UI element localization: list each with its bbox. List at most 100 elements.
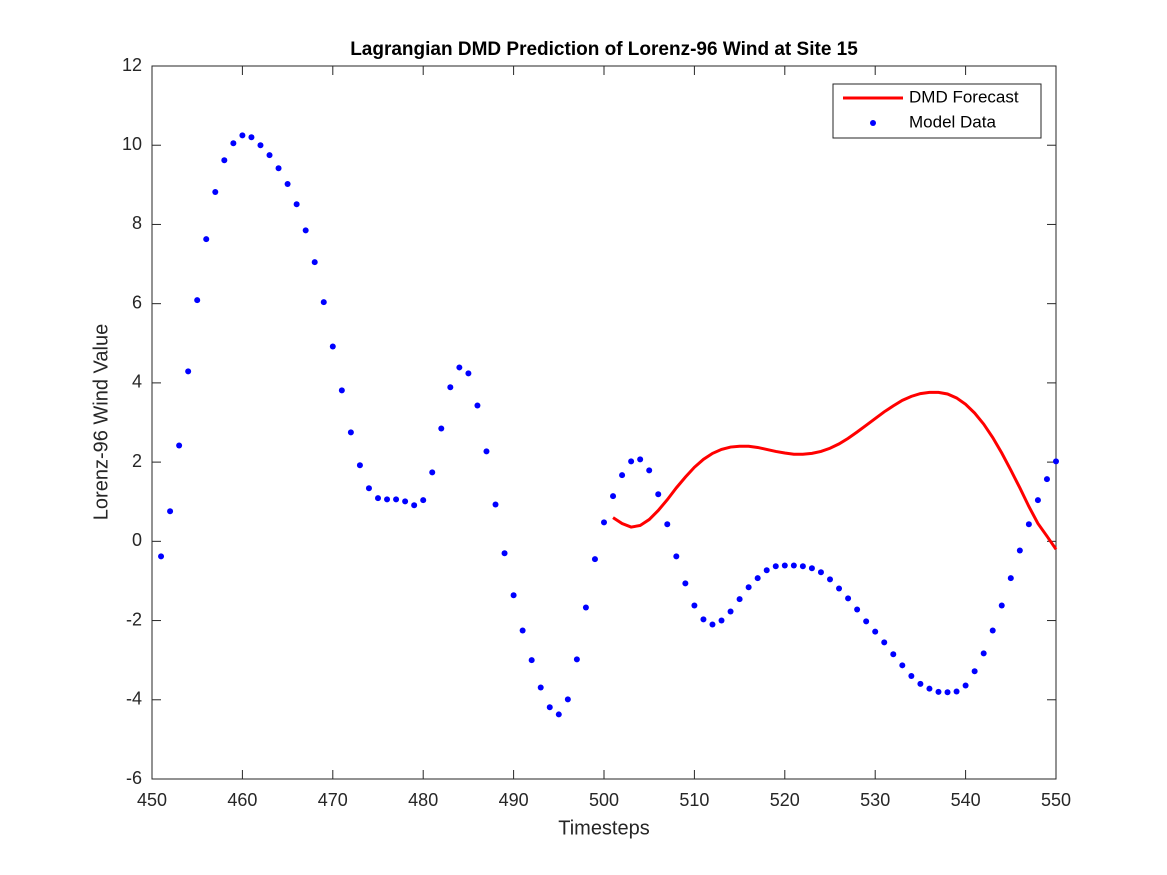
data-point — [365, 485, 372, 492]
plot-area — [152, 66, 1056, 779]
data-point — [646, 467, 653, 474]
legend-label: DMD Forecast — [909, 87, 1019, 106]
data-point — [483, 448, 490, 455]
data-point — [772, 563, 779, 570]
data-point — [899, 662, 906, 669]
data-point — [971, 668, 978, 675]
y-tick-label: 6 — [132, 292, 142, 312]
data-point — [962, 682, 969, 689]
x-tick-label: 550 — [1041, 790, 1071, 810]
data-point — [1016, 547, 1023, 554]
legend-box — [832, 83, 1042, 139]
x-tick-label: 460 — [227, 790, 257, 810]
data-point — [673, 553, 680, 560]
data-point — [863, 618, 870, 625]
data-point — [176, 442, 183, 449]
data-point — [185, 368, 192, 375]
data-point — [564, 696, 571, 703]
data-point — [808, 565, 815, 572]
x-tick-label: 500 — [589, 790, 619, 810]
data-point — [998, 602, 1005, 609]
data-point — [194, 297, 201, 304]
data-point — [926, 685, 933, 692]
data-point — [763, 567, 770, 574]
x-tick-label: 490 — [499, 790, 529, 810]
data-point — [628, 458, 635, 465]
y-tick-label: 12 — [122, 55, 142, 75]
data-point — [637, 456, 644, 463]
x-tick-label: 470 — [318, 790, 348, 810]
data-point — [854, 606, 861, 613]
data-point — [908, 673, 915, 680]
forecast-line — [612, 390, 1058, 551]
data-point — [474, 402, 481, 409]
x-axis-label: Timesteps — [558, 817, 650, 839]
y-tick-label: 0 — [132, 530, 142, 550]
data-point — [989, 627, 996, 634]
data-point — [158, 553, 165, 560]
data-point — [664, 521, 671, 528]
data-point — [799, 563, 806, 570]
data-point — [1053, 458, 1059, 465]
chart-title: Lagrangian DMD Prediction of Lorenz-96 W… — [350, 39, 858, 60]
data-point — [257, 142, 264, 149]
data-point — [655, 491, 662, 498]
data-point — [248, 134, 255, 141]
data-point — [845, 595, 852, 602]
data-point — [691, 602, 698, 609]
data-point — [1025, 521, 1032, 528]
data-point — [727, 608, 734, 615]
data-point — [537, 684, 544, 691]
data-point — [781, 562, 788, 569]
data-point — [429, 469, 436, 476]
data-point — [1034, 497, 1041, 504]
data-point — [519, 627, 526, 634]
data-point — [935, 688, 942, 695]
data-point — [953, 688, 960, 695]
data-point — [347, 429, 354, 436]
data-point — [700, 616, 707, 623]
y-axis-label: Lorenz-96 Wind Value — [90, 324, 112, 520]
data-point — [402, 498, 409, 505]
data-point — [356, 462, 363, 469]
x-tick-label: 530 — [860, 790, 890, 810]
data-point — [1043, 476, 1050, 483]
data-point — [275, 165, 282, 172]
data-point — [338, 387, 345, 394]
data-point — [230, 140, 237, 147]
y-tick-label: 8 — [132, 213, 142, 233]
data-point — [1007, 575, 1014, 582]
data-point — [167, 508, 174, 515]
data-point — [745, 584, 752, 591]
y-tick-label: -2 — [126, 609, 142, 629]
data-point — [917, 680, 924, 687]
data-point — [817, 569, 824, 576]
data-point — [872, 628, 879, 635]
data-point — [790, 562, 797, 569]
data-point — [510, 592, 517, 599]
data-point — [682, 580, 689, 587]
data-point — [447, 384, 454, 391]
data-point — [293, 201, 300, 208]
data-point — [501, 550, 508, 557]
data-point — [754, 575, 761, 582]
data-point — [393, 496, 400, 503]
data-point — [836, 585, 843, 592]
data-point — [573, 656, 580, 663]
legend-label: Model Data — [909, 112, 996, 131]
data-point — [284, 181, 291, 188]
x-tick-label: 450 — [137, 790, 167, 810]
y-tick-label: 4 — [132, 372, 142, 392]
data-point — [610, 493, 617, 500]
data-point — [546, 704, 553, 711]
data-point — [311, 259, 318, 266]
data-point — [890, 651, 897, 658]
data-point — [411, 502, 418, 509]
data-point — [492, 501, 499, 508]
data-point — [203, 236, 210, 243]
y-tick-label: -6 — [126, 768, 142, 788]
data-point — [465, 370, 472, 377]
legend-marker — [870, 120, 876, 126]
axes-box — [151, 65, 1057, 780]
